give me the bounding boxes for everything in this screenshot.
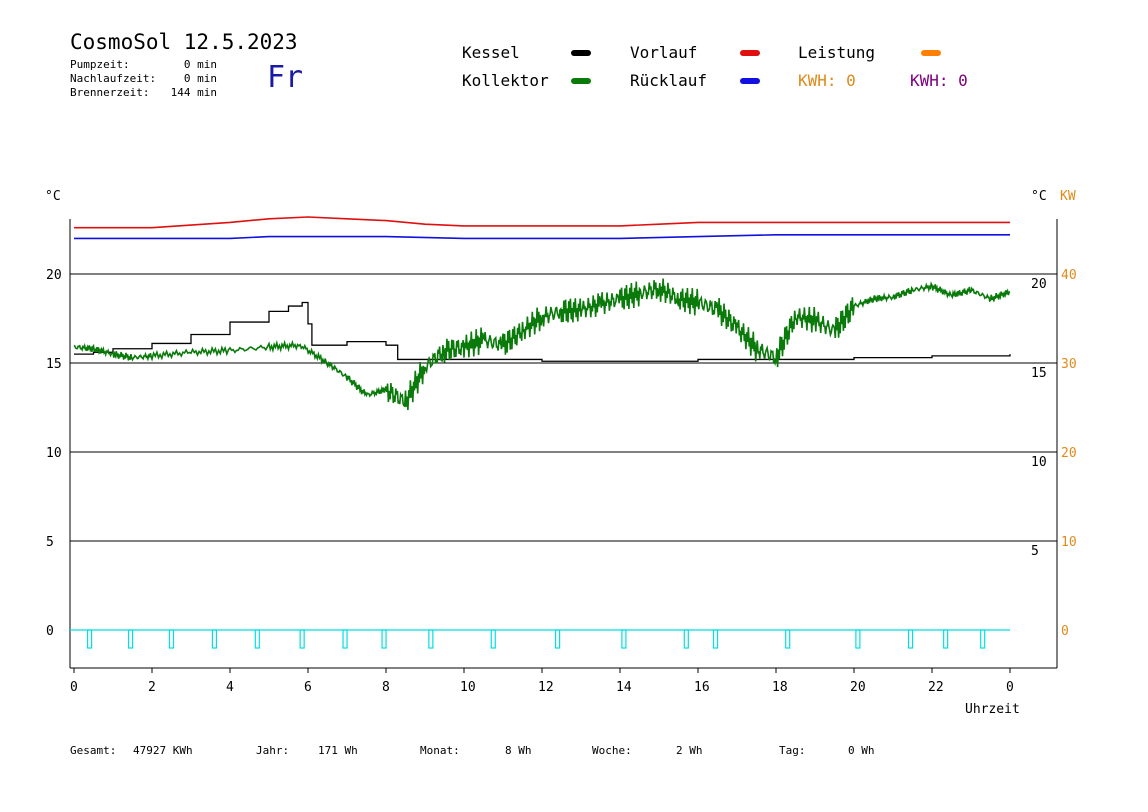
legend-ruecklauf-label: Rücklauf: [630, 71, 708, 90]
pump-pulse: [428, 629, 434, 649]
y-tick-kw: 20: [1061, 446, 1077, 461]
legend-kwh-purple: KWH: 0: [910, 71, 968, 90]
y-tick-kw: 40: [1061, 268, 1077, 283]
pump-pulse: [342, 629, 348, 649]
pump-pulse: [855, 629, 861, 649]
y-tick-kw: 0: [1061, 624, 1069, 639]
footer-woche-label: Woche:: [592, 744, 632, 757]
y-tick-left: 15: [46, 357, 62, 372]
pump-pulse: [490, 629, 496, 649]
stat-label-nachlaufzeit: Nachlaufzeit:: [70, 72, 157, 85]
pump-pulse: [299, 629, 305, 649]
pump-pulse: [683, 629, 689, 649]
kw-unit-label: KW: [1060, 189, 1076, 204]
series-line-vorlauf: [74, 216, 1010, 229]
legend-kessel-label: Kessel: [462, 43, 520, 62]
footer-gesamt-value: 47927 KWh: [133, 744, 193, 757]
y-tick-right: 20: [1031, 277, 1047, 292]
series-line-kollektor: [73, 278, 1011, 411]
footer-tag-value: 0 Wh: [848, 744, 875, 757]
y-tick-right: 10: [1031, 455, 1047, 470]
x-tick-label: 14: [616, 680, 632, 695]
stat-value-brennerzeit: 144 min: [170, 86, 217, 99]
stat-label-brennerzeit: Brennerzeit:: [70, 86, 150, 99]
y-tick-kw: 10: [1061, 535, 1077, 550]
x-tick-label: 12: [538, 680, 554, 695]
stat-label-pumpzeit: Pumpzeit:: [70, 58, 130, 71]
legend-kwh-leistung: KWH: 0: [798, 71, 856, 90]
pump-pulse: [127, 629, 134, 649]
footer-woche-value: 2 Wh: [676, 744, 703, 757]
x-tick-label: 22: [928, 680, 944, 695]
x-tick-label: 0: [1006, 680, 1014, 695]
y-tick-left: 20: [46, 268, 62, 283]
left-unit-label: °C: [45, 189, 61, 204]
legend-kollektor-label: Kollektor: [462, 71, 549, 90]
x-axis-label: Uhrzeit: [965, 702, 1020, 717]
x-tick-label: 2: [148, 680, 156, 695]
x-tick-label: 10: [460, 680, 476, 695]
footer-monat-label: Monat:: [420, 744, 460, 757]
pump-pulse: [211, 629, 217, 649]
right-unit-label: °C: [1031, 189, 1047, 204]
legend-leistung-swatch: [921, 50, 941, 56]
footer-tag-label: Tag:: [779, 744, 806, 757]
series-line-kessel: [74, 301, 1011, 362]
x-tick-label: 4: [226, 680, 234, 695]
footer-monat-value: 8 Wh: [505, 744, 532, 757]
footer-gesamt-label: Gesamt:: [70, 744, 117, 757]
footer-jahr-label: Jahr:: [256, 744, 290, 757]
legend-vorlauf-label: Vorlauf: [630, 43, 698, 62]
legend-leistung-label: Leistung: [798, 43, 876, 62]
pump-pulse: [712, 629, 719, 649]
y-tick-right: 5: [1031, 544, 1039, 559]
legend-ruecklauf-swatch: [740, 78, 760, 84]
pump-pulse: [554, 629, 561, 649]
y-tick-left: 5: [46, 535, 54, 550]
weekday-label: Fr: [267, 60, 304, 95]
pump-pulse: [86, 629, 93, 649]
legend-kessel-swatch: [571, 50, 591, 56]
pump-pulse: [943, 629, 949, 649]
x-tick-label: 20: [850, 680, 866, 695]
page-title: CosmoSol 12.5.2023: [70, 30, 298, 54]
y-tick-left: 0: [46, 624, 54, 639]
pump-pulse: [254, 629, 260, 649]
pump-pulse: [907, 629, 914, 649]
stat-value-pumpzeit: 0 min: [183, 58, 217, 71]
stat-value-nachlaufzeit: 0 min: [183, 72, 217, 85]
x-tick-label: 0: [70, 680, 78, 695]
x-tick-label: 16: [694, 680, 710, 695]
pump-pulse: [168, 629, 175, 649]
x-tick-label: 8: [382, 680, 390, 695]
y-tick-kw: 30: [1061, 357, 1077, 372]
x-tick-label: 18: [772, 680, 788, 695]
x-tick-label: 6: [304, 680, 312, 695]
pump-pulse: [381, 629, 387, 649]
legend-vorlauf-swatch: [740, 50, 760, 56]
y-tick-left: 10: [46, 446, 62, 461]
pump-pulse: [785, 629, 791, 649]
legend-kollektor-swatch: [571, 78, 591, 84]
pump-pulse: [980, 629, 986, 649]
footer-jahr-value: 171 Wh: [318, 744, 358, 757]
pump-pulse: [621, 629, 627, 649]
series-line-ruecklauf: [74, 234, 1010, 240]
y-tick-right: 15: [1031, 366, 1047, 381]
